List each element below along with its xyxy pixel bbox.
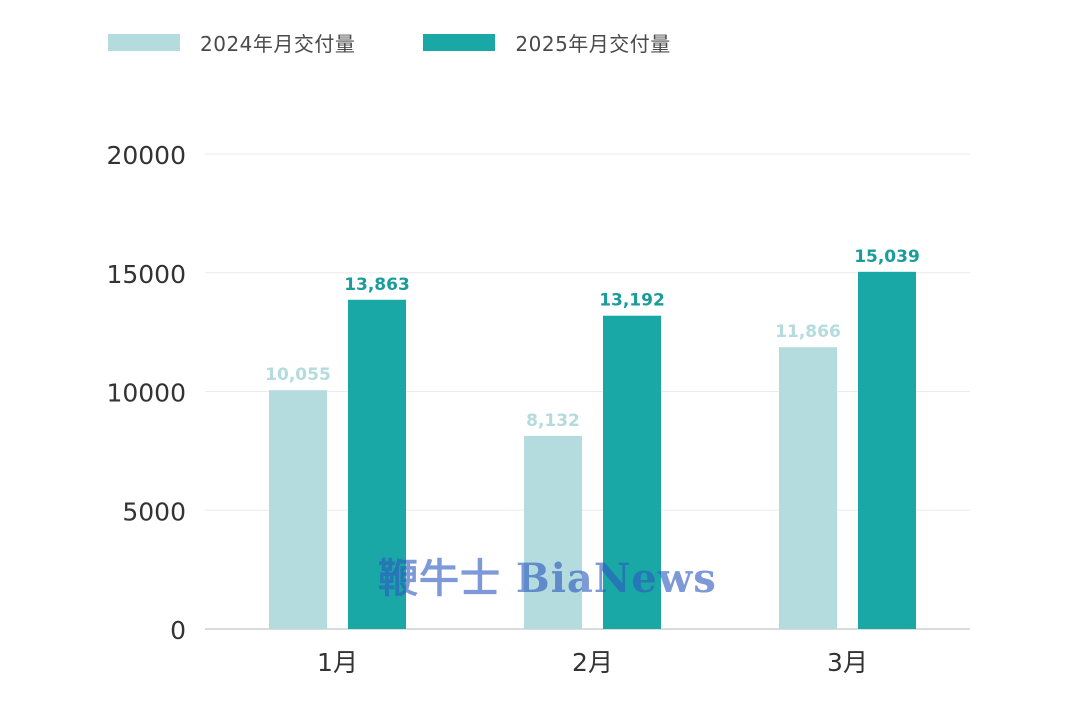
data-label: 11,866 — [775, 322, 841, 342]
bar-2024 — [524, 435, 582, 629]
bar-2025 — [348, 299, 406, 629]
data-label: 13,863 — [344, 275, 410, 295]
bar-2025 — [603, 315, 661, 629]
legend-label-2025: 2025年月交付量 — [515, 32, 671, 56]
data-label: 8,132 — [526, 411, 580, 431]
data-label: 13,192 — [599, 291, 665, 311]
data-label: 10,055 — [265, 365, 331, 385]
legend: 2024年月交付量 2025年月交付量 — [108, 28, 739, 57]
y-tick-label: 20000 — [106, 141, 186, 170]
bar-2025 — [858, 271, 916, 629]
legend-swatch-2024 — [108, 34, 180, 51]
data-label: 15,039 — [854, 247, 920, 267]
legend-swatch-2025 — [423, 34, 496, 51]
x-tick-label: 1月 — [317, 648, 358, 677]
y-tick-label: 5000 — [122, 497, 186, 526]
watermark-logo: 鞭牛士 BiaNews — [378, 555, 717, 602]
legend-item-2025: 2025年月交付量 — [423, 28, 670, 57]
bar-2024 — [779, 347, 837, 629]
legend-item-2024: 2024年月交付量 — [108, 28, 355, 57]
x-tick-label: 3月 — [827, 648, 868, 677]
y-tick-label: 15000 — [106, 260, 186, 289]
legend-label-2024: 2024年月交付量 — [200, 32, 356, 56]
bar-2024 — [269, 390, 327, 629]
y-tick-label: 0 — [170, 616, 186, 645]
y-tick-label: 10000 — [106, 379, 186, 408]
x-tick-label: 2月 — [572, 648, 613, 677]
